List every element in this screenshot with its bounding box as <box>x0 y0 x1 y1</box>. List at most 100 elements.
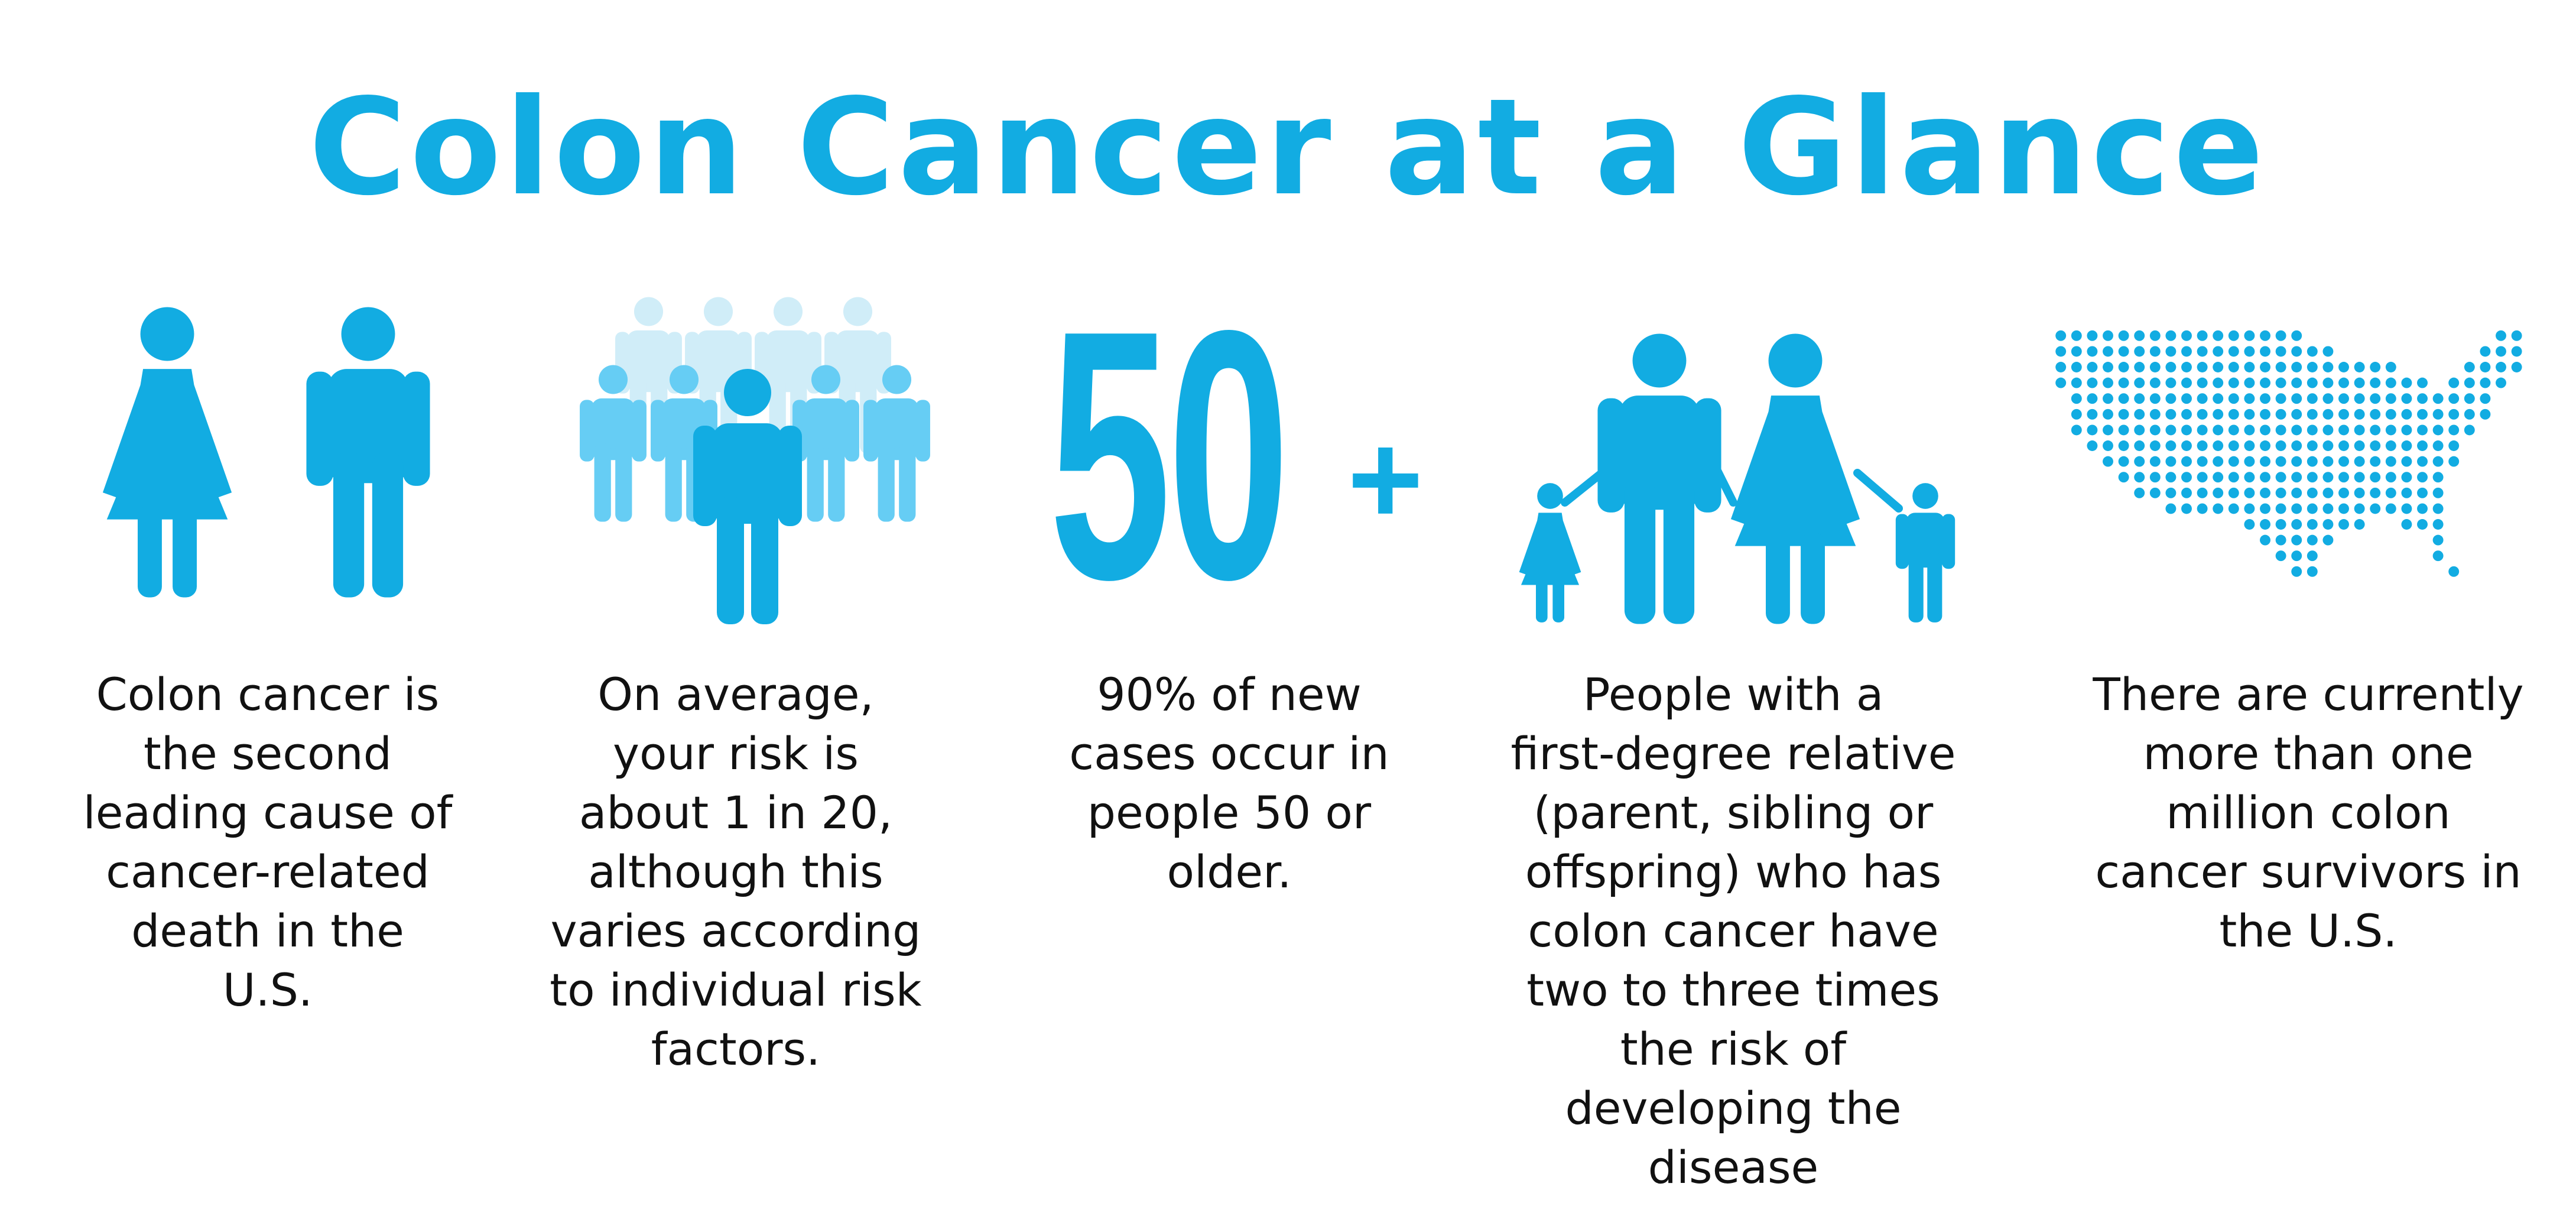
map-dot <box>2291 472 2302 483</box>
map-dot <box>2181 503 2192 514</box>
map-dot <box>2401 440 2412 451</box>
map-dot <box>2244 472 2255 483</box>
map-dot <box>2165 440 2177 451</box>
map-dot <box>2260 487 2270 498</box>
map-dot <box>2071 346 2082 357</box>
map-dot <box>2197 346 2208 357</box>
map-dot <box>2370 456 2381 467</box>
map-dot <box>2354 519 2365 530</box>
map-dot <box>2417 408 2428 420</box>
fact-text-2: On average, your risk is about 1 in 20, … <box>550 668 922 1075</box>
map-dot <box>2118 393 2129 404</box>
map-dot <box>2275 550 2286 562</box>
map-dot <box>2103 456 2113 467</box>
map-dot <box>2275 377 2286 388</box>
map-dot <box>2165 487 2177 498</box>
map-dot <box>2385 487 2396 498</box>
map-dot <box>2244 377 2255 388</box>
map-dot <box>2213 440 2224 451</box>
map-dot <box>2496 330 2506 341</box>
map-dot <box>2103 362 2113 372</box>
map-dot <box>2149 408 2161 420</box>
map-dot <box>2071 424 2082 436</box>
map-dot <box>2165 503 2177 514</box>
map-dot <box>2197 330 2208 341</box>
map-dot <box>2291 550 2302 562</box>
map-dot <box>2260 503 2270 514</box>
map-dot <box>2275 503 2286 514</box>
fact-text-4: People with a first-degree relative (par… <box>1510 668 1956 1194</box>
map-dot <box>2385 362 2396 372</box>
map-dot <box>2275 534 2286 546</box>
map-dot <box>2511 330 2522 341</box>
map-dot <box>2244 456 2255 467</box>
map-dot <box>2260 377 2270 388</box>
map-dot <box>2149 377 2161 388</box>
map-dot <box>2370 503 2381 514</box>
map-dot <box>2307 393 2318 404</box>
map-dot <box>2244 346 2255 357</box>
map-dot <box>2338 377 2349 388</box>
map-dot <box>2165 377 2177 388</box>
map-dot <box>2181 456 2192 467</box>
map-dot <box>2260 330 2270 341</box>
map-dot <box>2213 487 2224 498</box>
map-dot <box>2401 487 2412 498</box>
map-dot <box>2134 472 2145 483</box>
map-dot <box>2118 456 2129 467</box>
map-dot <box>2197 503 2208 514</box>
map-dot <box>2291 503 2302 514</box>
map-dot <box>2134 456 2145 467</box>
map-dot <box>2291 408 2302 420</box>
map-dot <box>2480 346 2491 357</box>
map-dot <box>2338 440 2349 451</box>
map-dot <box>2322 377 2334 388</box>
map-dot <box>2087 346 2098 357</box>
map-dot <box>2149 362 2161 372</box>
map-dot <box>2165 456 2177 467</box>
map-dot <box>2181 362 2192 372</box>
map-dot <box>2181 393 2192 404</box>
map-dot <box>2228 362 2239 372</box>
map-dot <box>2322 519 2334 530</box>
map-dot <box>2134 440 2145 451</box>
map-dot <box>2118 362 2129 372</box>
map-dot <box>2181 424 2192 436</box>
map-dot <box>2322 440 2334 451</box>
map-dot <box>2213 472 2224 483</box>
map-dot <box>2103 330 2113 341</box>
map-dot <box>2385 377 2396 388</box>
map-dot <box>2244 503 2255 514</box>
map-dot <box>2103 346 2113 357</box>
map-dot <box>2103 393 2113 404</box>
map-dot <box>2181 487 2192 498</box>
map-dot <box>2307 456 2318 467</box>
map-dot <box>2213 456 2224 467</box>
map-dot <box>2275 440 2286 451</box>
map-dot <box>2118 424 2129 436</box>
map-dot <box>2338 472 2349 483</box>
map-dot <box>2480 408 2491 420</box>
map-dot <box>2165 393 2177 404</box>
map-dot <box>2385 503 2396 514</box>
map-dot <box>2432 503 2444 514</box>
map-dot <box>2181 346 2192 357</box>
us-map-icon <box>2055 330 2522 577</box>
map-dot <box>2291 424 2302 436</box>
map-dot <box>2181 408 2192 420</box>
map-dot <box>2496 377 2506 388</box>
map-dot <box>2307 519 2318 530</box>
map-dot <box>2087 424 2098 436</box>
map-dot <box>2087 362 2098 372</box>
map-dot <box>2165 346 2177 357</box>
map-dot <box>2307 424 2318 436</box>
map-dot <box>2385 456 2396 467</box>
map-dot <box>2213 377 2224 388</box>
map-dot <box>2275 472 2286 483</box>
map-dot <box>2071 362 2082 372</box>
map-dot <box>2134 408 2145 420</box>
mother-figure <box>1730 333 1860 624</box>
map-dot <box>2354 393 2365 404</box>
map-dot <box>2260 519 2270 530</box>
age-number: 50 <box>1049 257 1290 653</box>
